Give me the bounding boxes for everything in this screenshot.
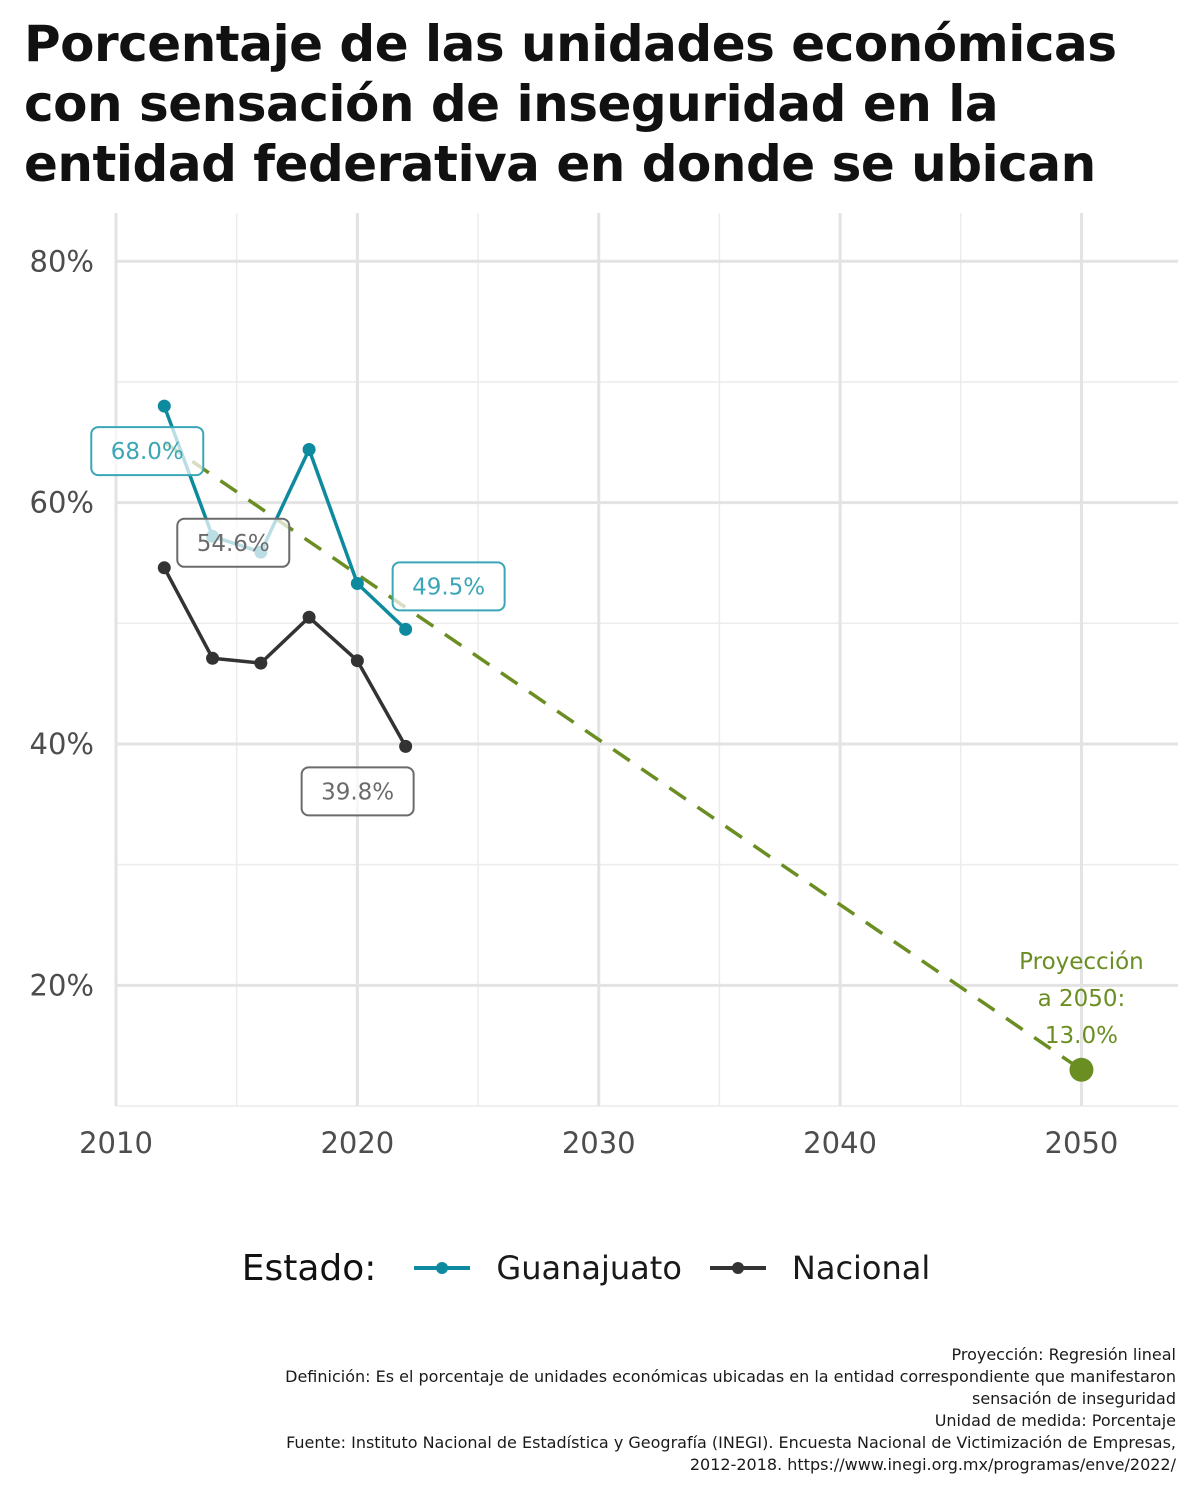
data-point-guanajuato [399,622,413,636]
data-label-box [300,766,415,817]
x-tick-label: 2030 [562,1126,636,1160]
y-tick-label: 60% [30,486,94,520]
projection-label: Proyección a 2050: 13.0% [1019,949,1144,1049]
line-chart: 2010 2020 2030 2040 2050 20% 40% 60% 80% Proyecci… [30,213,1178,1160]
caption-line: sensación de inseguridad [971,1389,1176,1408]
caption: Proyección: Regresión lineal Definición:… [26,1344,1176,1476]
legend-label-guanajuato: Guanajuato [496,1249,682,1287]
legend-item-guanajuato: Guanajuato [414,1249,682,1287]
data-label-text: 39.8% [321,779,394,805]
caption-line: Fuente: Instituto Nacional de Estadístic… [286,1433,1176,1452]
data-label-text: 68.0% [111,439,184,465]
y-tick-label: 20% [30,968,94,1002]
data-label-box [176,517,291,568]
data-label-nacional: 54.6% [176,517,291,568]
x-tick-label: 2020 [320,1126,394,1160]
data-point-guanajuato [350,576,364,590]
caption-line: Unidad de medida: Porcentaje [934,1411,1176,1430]
data-point-guanajuato [157,399,171,413]
data-point-guanajuato [302,443,316,457]
data-point-nacional [157,561,171,575]
data-label-guanajuato: 68.0% [90,426,205,477]
legend-item-nacional: Nacional [709,1249,931,1287]
x-tick-label: 2010 [79,1126,153,1160]
legend-label-nacional: Nacional [791,1249,931,1287]
caption-line: 2012-2018. https://www.inegi.org.mx/prog… [689,1455,1176,1474]
data-point-nacional [254,656,268,670]
x-tick-label: 2050 [1045,1126,1119,1160]
data-point-nacional [399,739,413,753]
data-label-nacional: 39.8% [300,766,415,817]
y-tick-label: 80% [30,244,94,278]
caption-line: Definición: Es el porcentaje de unidades… [285,1367,1176,1386]
data-label-text: 54.6% [197,531,270,557]
series-line-guanajuato [162,405,407,631]
chart-title-line: entidad federativa en donde se ubican [24,135,1096,193]
chart-title: Porcentaje de las unidades económicas co… [24,14,1174,194]
y-tick-label: 40% [30,727,94,761]
series-line-nacional [162,566,408,748]
data-label-text: 49.5% [412,574,485,600]
legend-key-guanajuato [414,1262,471,1274]
data-point-nacional [350,654,364,668]
projection-label-line: a 2050: [1038,986,1126,1012]
chart-title-line: con sensación de inseguridad en la [24,75,999,133]
data-point-nacional [206,651,220,665]
legend-title: Estado: [241,1247,377,1289]
legend: Estado: Guanajuato Nacional [0,1240,1200,1296]
caption-line: Proyección: Regresión lineal [951,1345,1176,1364]
projection-label-line: Proyección [1019,949,1144,975]
projection-label-line: 13.0% [1045,1023,1118,1049]
data-label-box [90,426,205,477]
data-label-guanajuato: 49.5% [391,561,506,612]
data-label-box [391,561,506,612]
x-tick-label: 2040 [803,1126,877,1160]
projection-line [163,440,1083,1072]
data-point-nacional [302,610,316,624]
projection-endpoint [1069,1057,1094,1082]
grid [114,213,1178,1107]
legend-key-nacional [709,1262,766,1274]
chart-title-line: Porcentaje de las unidades económicas [24,15,1117,73]
